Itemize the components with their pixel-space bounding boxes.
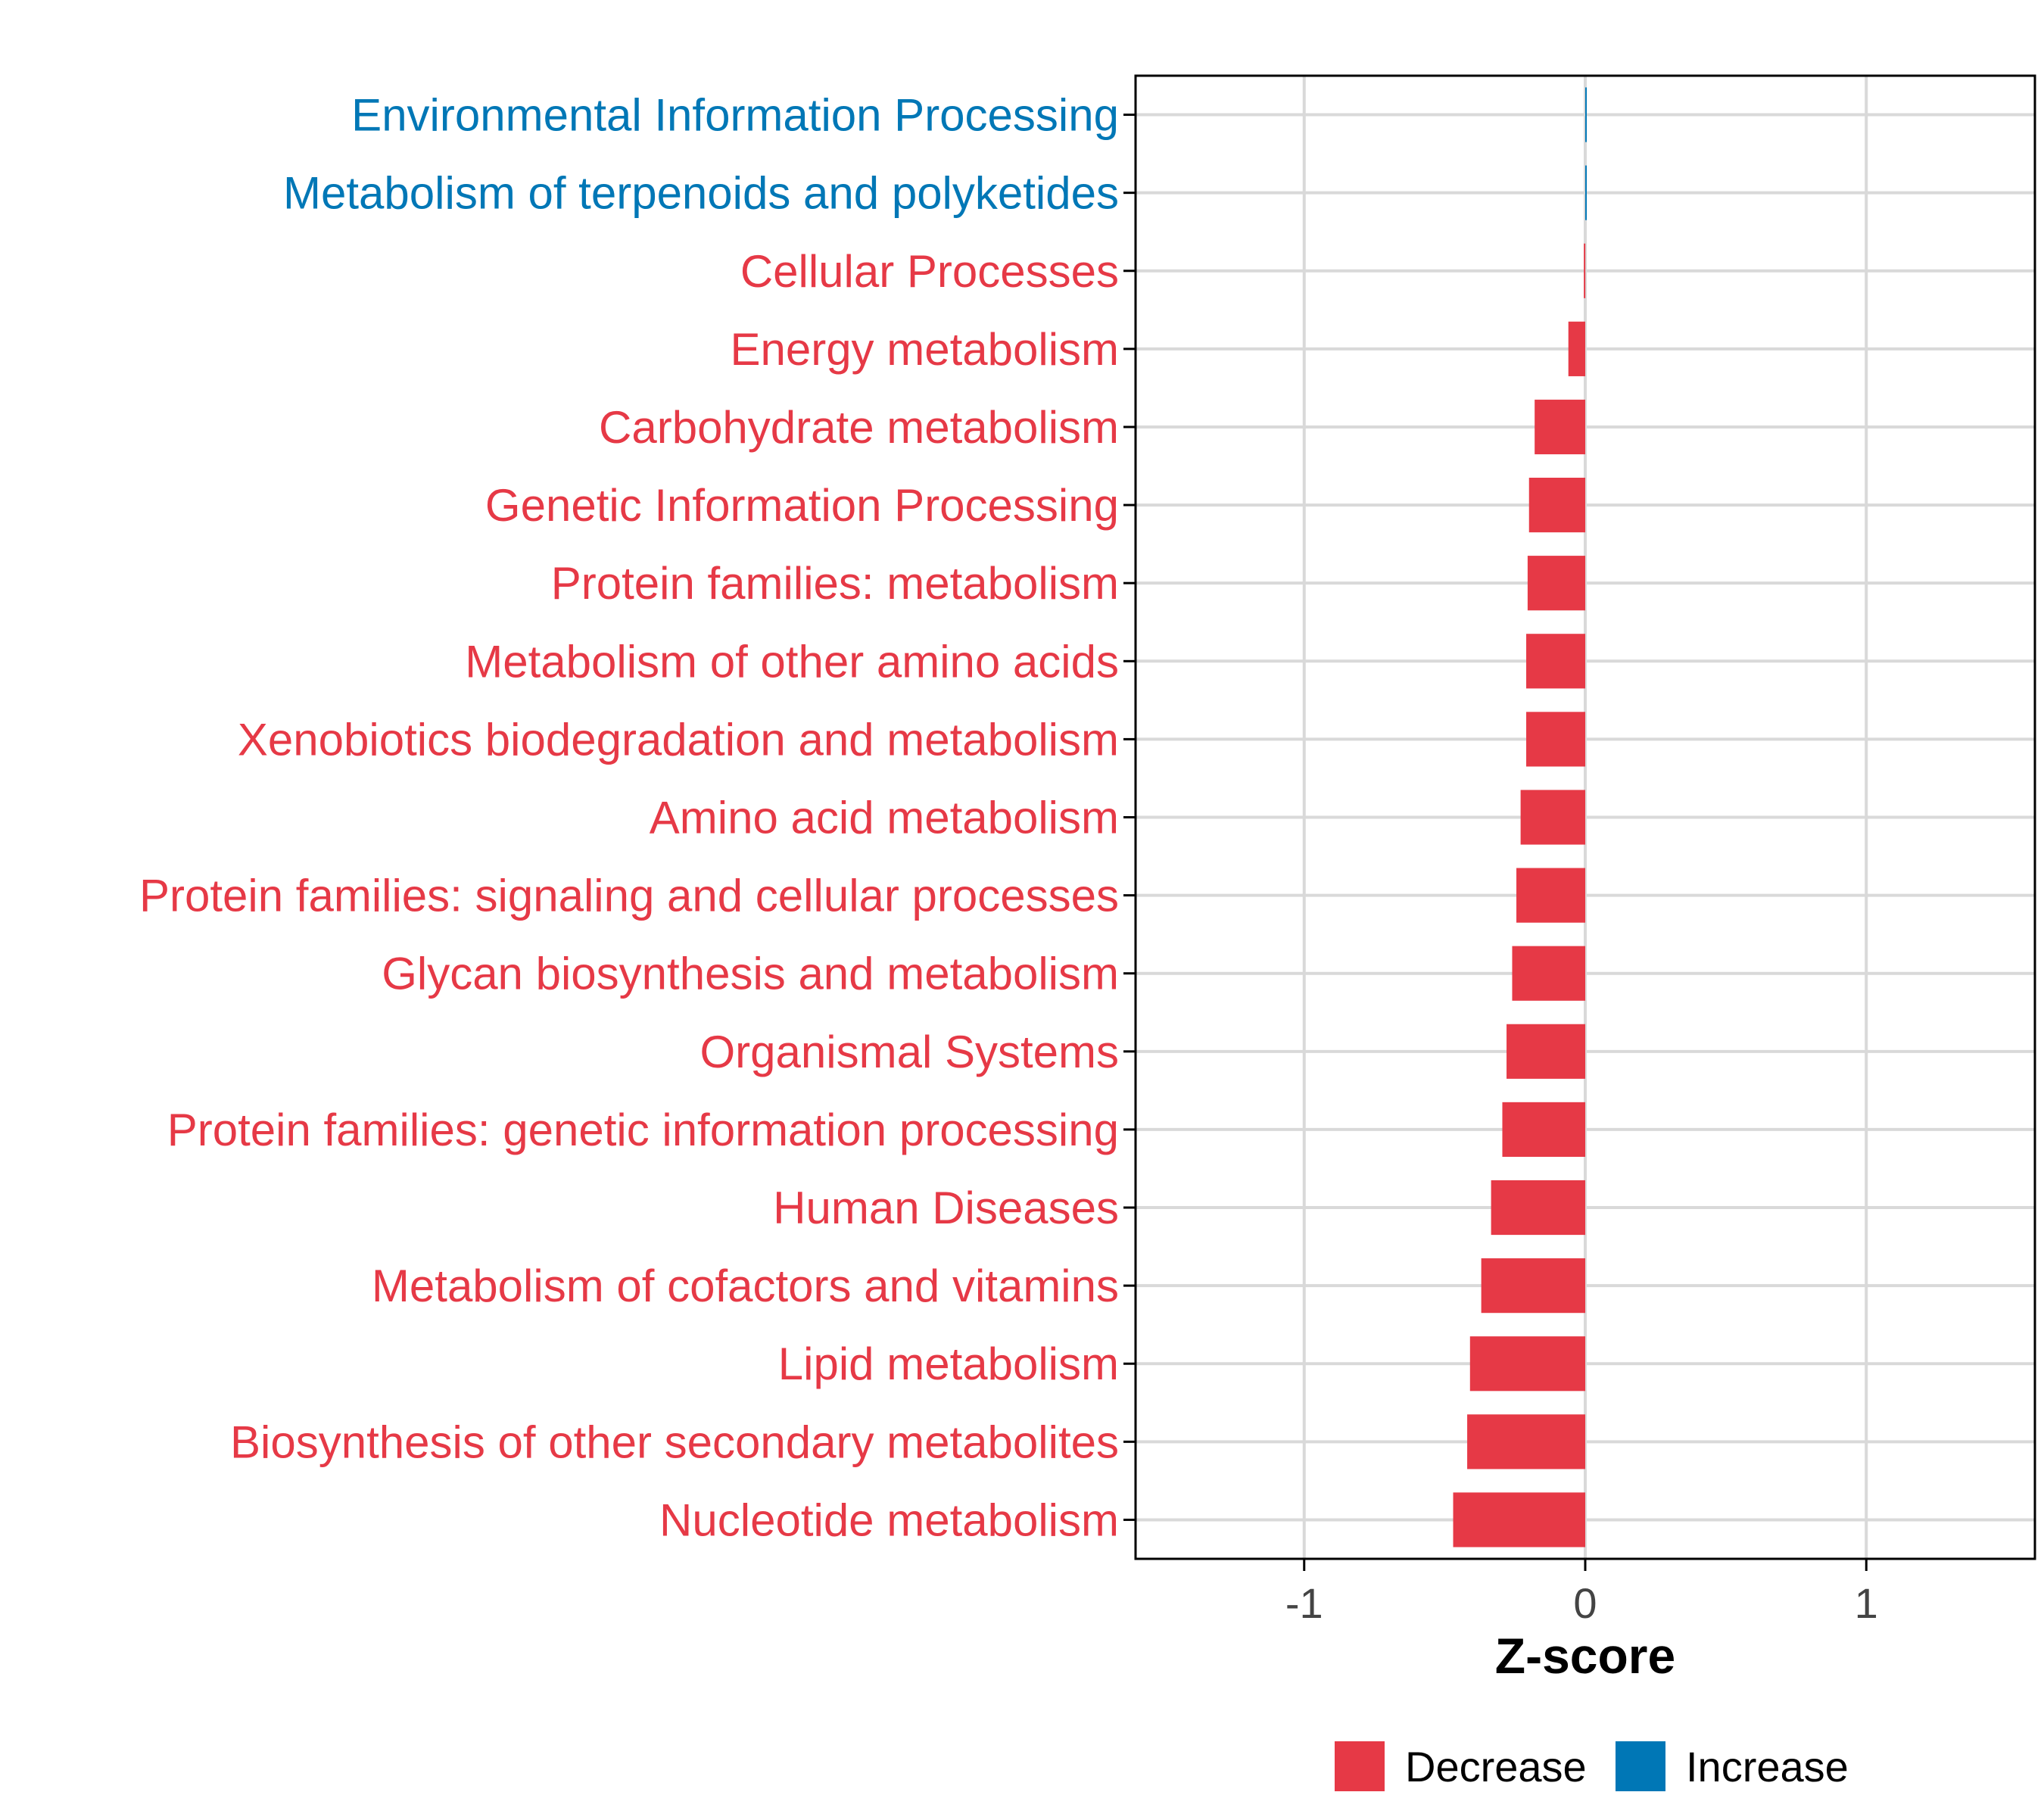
y-tick-label: Protein families: signaling and cellular… — [139, 871, 1119, 921]
bar-1 — [1585, 165, 1587, 220]
x-tick-label: 1 — [1855, 1579, 1878, 1627]
y-tick-label: Energy metabolism — [730, 324, 1119, 375]
x-tick-label: -1 — [1285, 1579, 1323, 1627]
y-axis: Environmental Information Processing Meta… — [139, 90, 1136, 1545]
bar-13 — [1502, 1102, 1585, 1158]
y-tick-label: Metabolism of terpenoids and polyketides — [283, 168, 1119, 219]
y-tick-label: Carbohydrate metabolism — [599, 402, 1119, 453]
y-tick-label: Glycan biosynthesis and metabolism — [382, 949, 1119, 999]
y-tick-label: Amino acid metabolism — [650, 793, 1119, 843]
bar-5 — [1528, 477, 1585, 533]
y-tick-label: Cellular Processes — [740, 246, 1119, 297]
y-tick-label: Protein families: genetic information pr… — [167, 1105, 1119, 1155]
y-tick-label: Protein families: metabolism — [551, 558, 1119, 609]
bar-15 — [1481, 1258, 1585, 1314]
y-tick-label: Biosynthesis of other secondary metaboli… — [230, 1417, 1119, 1467]
legend-swatch-decrease — [1335, 1741, 1385, 1791]
y-tick-label: Organismal Systems — [700, 1027, 1119, 1077]
bar-6 — [1527, 556, 1585, 611]
bar-17 — [1467, 1414, 1585, 1469]
y-tick-label: Environmental Information Processing — [351, 90, 1119, 141]
bar-18 — [1453, 1492, 1585, 1547]
x-axis: -1 0 1 — [1285, 1559, 1878, 1627]
x-axis-title: Z-score — [1495, 1628, 1675, 1684]
bar-10 — [1516, 868, 1585, 923]
bar-2 — [1584, 243, 1586, 298]
bar-11 — [1512, 946, 1585, 1001]
bar-3 — [1568, 321, 1585, 376]
y-tick-label: Metabolism of cofactors and vitamins — [372, 1261, 1119, 1311]
bar-9 — [1520, 790, 1585, 845]
y-tick-label: Nucleotide metabolism — [659, 1494, 1119, 1545]
bar-8 — [1526, 712, 1585, 767]
y-tick-label: Genetic Information Processing — [485, 480, 1119, 531]
bar-12 — [1507, 1024, 1585, 1079]
y-tick-label: Xenobiotics biodegradation and metabolis… — [238, 714, 1119, 765]
bar-4 — [1535, 399, 1585, 455]
bar-14 — [1491, 1180, 1585, 1236]
legend-label-increase: Increase — [1686, 1743, 1849, 1791]
y-tick-label: Metabolism of other amino acids — [465, 636, 1119, 687]
legend-label-decrease: Decrease — [1405, 1743, 1587, 1791]
x-tick-label: 0 — [1573, 1579, 1597, 1627]
y-tick-label: Human Diseases — [773, 1183, 1119, 1233]
bar-0 — [1585, 87, 1587, 142]
bar-16 — [1469, 1336, 1585, 1392]
bar-7 — [1526, 634, 1585, 689]
bar-layer — [1453, 87, 1587, 1547]
legend-swatch-increase — [1616, 1741, 1665, 1791]
y-tick-label: Lipid metabolism — [778, 1339, 1119, 1389]
legend: Decrease Increase — [1335, 1741, 1849, 1791]
